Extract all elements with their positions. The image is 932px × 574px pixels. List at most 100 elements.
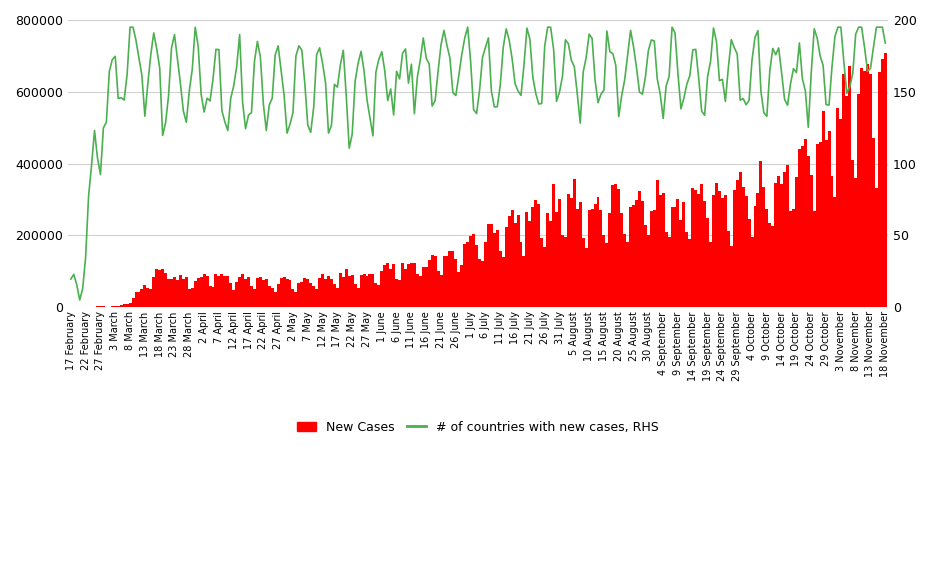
Bar <box>541 238 543 307</box>
Bar <box>312 286 315 307</box>
Bar <box>363 274 365 307</box>
Bar <box>816 144 818 307</box>
Bar <box>677 199 679 307</box>
Bar <box>777 176 780 307</box>
Bar <box>564 238 567 307</box>
Bar <box>881 59 884 307</box>
Bar <box>170 278 173 307</box>
Bar <box>398 280 401 307</box>
Bar <box>353 284 357 307</box>
Bar <box>869 74 872 307</box>
Bar <box>624 234 626 307</box>
Bar <box>505 227 508 307</box>
Bar <box>173 277 176 307</box>
Bar <box>750 236 753 307</box>
Bar <box>807 156 810 307</box>
Bar <box>322 274 324 307</box>
Bar <box>401 263 404 307</box>
Bar <box>448 251 451 307</box>
Bar <box>813 211 816 307</box>
Bar <box>665 232 667 307</box>
Bar <box>662 193 665 307</box>
Bar <box>330 279 333 307</box>
Bar <box>167 279 170 307</box>
Bar <box>360 275 363 307</box>
Bar <box>863 71 866 307</box>
Bar <box>647 235 650 307</box>
Bar <box>780 184 783 307</box>
Bar <box>123 304 126 307</box>
Bar <box>689 239 692 307</box>
Bar <box>416 274 418 307</box>
Bar <box>262 280 265 307</box>
Bar <box>327 276 330 307</box>
Bar <box>783 172 786 307</box>
Bar <box>745 196 747 307</box>
Bar <box>516 215 519 307</box>
Bar <box>549 222 552 307</box>
Bar <box>224 277 226 307</box>
Bar <box>297 284 300 307</box>
Bar <box>840 119 843 307</box>
Bar <box>141 289 144 307</box>
Bar <box>158 270 161 307</box>
Bar <box>339 273 342 307</box>
Bar <box>629 207 632 307</box>
Bar <box>584 249 588 307</box>
Bar <box>795 177 798 307</box>
Bar <box>407 265 410 307</box>
Bar <box>176 280 179 307</box>
Bar <box>309 283 312 307</box>
Bar <box>650 211 652 307</box>
Bar <box>372 274 375 307</box>
Bar <box>315 289 318 307</box>
Bar <box>626 242 629 307</box>
Bar <box>519 242 523 307</box>
Bar <box>851 160 855 307</box>
Bar <box>217 276 220 307</box>
Bar <box>697 195 700 307</box>
Bar <box>126 304 129 307</box>
Bar <box>484 242 487 307</box>
Bar <box>206 276 209 307</box>
Bar <box>386 263 390 307</box>
Bar <box>602 235 606 307</box>
Bar <box>232 290 235 307</box>
Bar <box>212 287 214 307</box>
Bar <box>801 146 804 307</box>
Bar <box>383 265 386 307</box>
Bar <box>134 292 137 307</box>
Bar <box>511 210 514 307</box>
Bar <box>552 184 555 307</box>
Bar <box>635 200 638 307</box>
Bar <box>350 275 353 307</box>
Bar <box>463 244 466 307</box>
Bar <box>537 204 541 307</box>
Bar <box>431 255 433 307</box>
Bar <box>445 255 448 307</box>
Bar <box>757 193 760 307</box>
Bar <box>501 257 505 307</box>
Bar <box>818 142 822 307</box>
Bar <box>694 190 697 307</box>
Bar <box>774 183 777 307</box>
Bar <box>239 277 241 307</box>
Bar <box>765 210 768 307</box>
Bar <box>433 255 436 307</box>
Bar <box>392 263 395 307</box>
Bar <box>786 165 789 307</box>
Bar <box>116 306 119 307</box>
Bar <box>292 289 295 307</box>
Bar <box>836 108 840 307</box>
Bar <box>641 201 644 307</box>
Bar <box>289 280 292 307</box>
Bar <box>280 278 282 307</box>
Bar <box>277 284 280 307</box>
Bar <box>295 292 297 307</box>
Bar <box>274 292 277 307</box>
Bar <box>357 289 360 307</box>
Bar <box>822 111 825 307</box>
Bar <box>576 209 579 307</box>
Bar <box>724 195 727 307</box>
Bar <box>692 188 694 307</box>
